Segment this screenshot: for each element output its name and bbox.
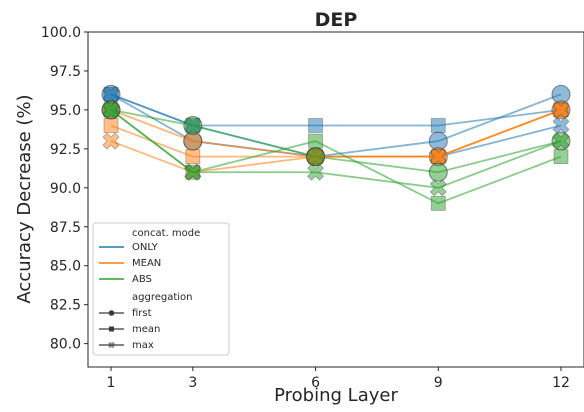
data-point: [552, 132, 570, 150]
data-point: [306, 163, 325, 181]
legend-label-first: first: [132, 308, 152, 319]
data-point: [184, 163, 202, 181]
data-point: [102, 101, 120, 119]
y-tick-label: 92.5: [50, 142, 81, 158]
x-tick-label: 6: [311, 375, 320, 391]
legend-label-max: max: [132, 340, 154, 351]
data-point: [552, 101, 570, 119]
data-point: [102, 132, 120, 150]
y-tick-label: 95.0: [50, 103, 81, 119]
data-point: [553, 149, 569, 165]
data-point: [183, 115, 203, 135]
legend-cross-icon: [108, 341, 115, 349]
data-point: [185, 149, 201, 165]
y-axis-label: Accuracy Decrease (%): [14, 94, 35, 303]
data-point: [103, 118, 119, 133]
legend-hue-entries: ONLY MEAN ABS: [99, 242, 161, 285]
data-point: [102, 85, 120, 103]
legend-label-mean: mean: [132, 324, 160, 335]
x-axis-label: Probing Layer: [274, 385, 398, 406]
y-tick-label: 80.0: [50, 337, 81, 353]
data-point: [428, 162, 448, 182]
x-tick-label: 3: [188, 375, 197, 391]
data-point: [429, 148, 447, 166]
chart-title: DEP: [315, 9, 358, 31]
y-tick-label: 97.5: [50, 64, 81, 80]
series-abs-max: [102, 101, 570, 197]
y-axis-ticks: 80.0 82.5 85.0 87.5 90.0 92.5 95.0 97.5 100.0: [41, 25, 88, 353]
legend: concat. mode ONLY MEAN ABS aggregation fir…: [92, 222, 230, 356]
y-tick-label: 90.0: [50, 181, 81, 197]
data-point: [306, 147, 326, 167]
legend-square-icon: [109, 326, 114, 332]
y-tick-label: 87.5: [50, 220, 81, 236]
legend-label-mean: MEAN: [132, 258, 161, 269]
data-point: [430, 118, 446, 133]
y-tick-label: 100.0: [41, 25, 81, 41]
legend-style-entries: first mean max: [99, 308, 160, 351]
legend-hue-title: concat. mode: [132, 228, 200, 239]
legend-circle-icon: [108, 310, 115, 316]
y-tick-label: 82.5: [50, 298, 81, 314]
x-tick-label: 12: [552, 375, 570, 391]
data-point: [429, 179, 447, 197]
data-point: [552, 116, 570, 135]
data-point: [308, 118, 323, 133]
legend-label-abs: ABS: [132, 274, 152, 285]
legend-style-title: aggregation: [132, 292, 193, 303]
x-tick-label: 9: [434, 375, 443, 391]
legend-label-only: ONLY: [132, 242, 159, 253]
legend-frame: [92, 222, 230, 356]
y-tick-label: 85.0: [50, 259, 81, 275]
data-point: [308, 133, 323, 149]
series-layer: [101, 84, 571, 211]
x-axis-ticks: 1 3 6 9 12: [107, 367, 570, 391]
x-tick-label: 1: [107, 375, 116, 391]
data-point: [430, 195, 446, 211]
